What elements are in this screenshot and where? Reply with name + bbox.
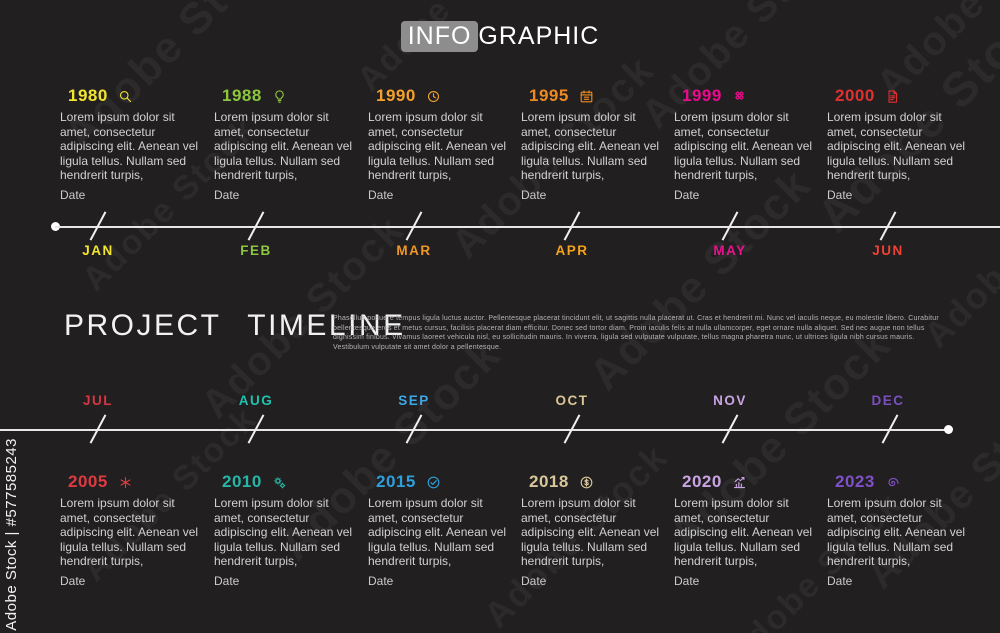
month-label-oct: OCT [555,393,589,408]
page-title: INFO GRAPHIC [0,21,1000,52]
month-label-sep: SEP [398,393,430,408]
entry-date: Date [60,573,86,588]
timeline-entry-2018: 2018 Lorem ipsum dolor sit amet, consect… [521,472,664,588]
entry-description: Lorem ipsum dolor sit amet, consectetur … [60,110,199,183]
year-label: 2015 [376,472,416,491]
year-label: 2005 [68,472,108,491]
month-label-dec: DEC [871,393,905,408]
section-paragraph: Phasellus posuere tempus ligula luctus a… [333,315,939,351]
entry-description: Lorem ipsum dolor sit amet, consectetur … [214,110,353,183]
timeline-entry-2005: 2005 Lorem ipsum dolor sit amet, consect… [60,472,203,588]
entry-head: 1980 [60,86,203,106]
top-timeline-line [55,226,1000,228]
entry-description: Lorem ipsum dolor sit amet, consectetur … [827,496,966,569]
entry-date: Date [214,187,240,202]
entry-description: Lorem ipsum dolor sit amet, consectetur … [368,110,507,183]
entry-date: Date [674,573,700,588]
month-label-may: MAY [713,243,747,258]
timeline-entry-1999: 1999 Lorem ipsum dolor sit amet, consect… [674,86,817,202]
title-highlight: INFO [400,21,479,52]
year-label: 2018 [529,472,569,491]
bottom-timeline-line [0,429,948,431]
entry-head: 2018 [521,472,664,492]
entry-description: Lorem ipsum dolor sit amet, consectetur … [674,110,813,183]
year-label: 1980 [68,86,108,105]
entry-description: Lorem ipsum dolor sit amet, consectetur … [60,496,199,569]
timeline-entry-2010: 2010 Lorem ipsum dolor sit amet, consect… [214,472,357,588]
timeline-entry-1980: 1980 Lorem ipsum dolor sit amet, consect… [60,86,203,202]
entry-date: Date [827,573,853,588]
entry-head: 1988 [214,86,357,106]
entry-date: Date [368,187,394,202]
entry-date: Date [674,187,700,202]
timeline-entry-2023: 2023 Lorem ipsum dolor sit amet, consect… [827,472,970,588]
entry-head: 1999 [674,86,817,106]
month-label-jun: JUN [872,243,904,258]
month-label-feb: FEB [240,243,272,258]
entry-head: 2010 [214,472,357,492]
month-label-mar: MAR [396,243,432,258]
entry-date: Date [827,187,853,202]
entry-date: Date [521,573,547,588]
entry-date: Date [368,573,394,588]
entry-head: 2023 [827,472,970,492]
month-label-jan: JAN [82,243,114,258]
dollar-icon [579,475,594,490]
calendar-icon [579,89,594,104]
timeline-entry-1995: 1995 Lorem ipsum dolor sit amet, consect… [521,86,664,202]
entry-description: Lorem ipsum dolor sit amet, consectetur … [521,110,660,183]
month-label-aug: AUG [238,393,274,408]
entry-head: 2020 [674,472,817,492]
year-label: 2020 [682,472,722,491]
year-label: 1988 [222,86,262,105]
year-label: 2000 [835,86,875,105]
clock-icon [426,89,441,104]
entry-description: Lorem ipsum dolor sit amet, consectetur … [521,496,660,569]
entry-head: 2005 [60,472,203,492]
timeline-entry-2015: 2015 Lorem ipsum dolor sit amet, consect… [368,472,511,588]
timeline-entry-2000: 2000 Lorem ipsum dolor sit amet, consect… [827,86,970,202]
entry-date: Date [214,573,240,588]
month-label-apr: APR [555,243,589,258]
year-label: 1999 [682,86,722,105]
entry-head: 2015 [368,472,511,492]
entry-date: Date [521,187,547,202]
timeline-entry-1990: 1990 Lorem ipsum dolor sit amet, consect… [368,86,511,202]
timeline-entry-1988: 1988 Lorem ipsum dolor sit amet, consect… [214,86,357,202]
year-label: 2023 [835,472,875,491]
year-label: 1990 [376,86,416,105]
spiral-icon [885,475,900,490]
entry-date: Date [60,187,86,202]
gears-icon [272,475,287,490]
check-circle-icon [426,475,441,490]
year-label: 2010 [222,472,262,491]
section-title: PROJECT TIMELINE [64,309,406,342]
stock-id-label: Adobe Stock | #577585243 [3,438,20,631]
snowflake-icon [118,475,133,490]
chart-growth-icon [732,475,747,490]
entry-description: Lorem ipsum dolor sit amet, consectetur … [827,110,966,183]
entry-head: 1995 [521,86,664,106]
entry-head: 2000 [827,86,970,106]
title-rest: GRAPHIC [478,22,600,50]
timeline-entry-2020: 2020 Lorem ipsum dolor sit amet, consect… [674,472,817,588]
entry-description: Lorem ipsum dolor sit amet, consectetur … [368,496,507,569]
entry-description: Lorem ipsum dolor sit amet, consectetur … [674,496,813,569]
timeline-end-dot [944,425,953,434]
month-label-jul: JUL [82,393,114,408]
lightbulb-icon [272,89,287,104]
pattern-icon [732,89,747,104]
search-icon [118,89,133,104]
entry-description: Lorem ipsum dolor sit amet, consectetur … [214,496,353,569]
entry-head: 1990 [368,86,511,106]
month-label-nov: NOV [713,393,747,408]
year-label: 1995 [529,86,569,105]
document-icon [885,89,900,104]
